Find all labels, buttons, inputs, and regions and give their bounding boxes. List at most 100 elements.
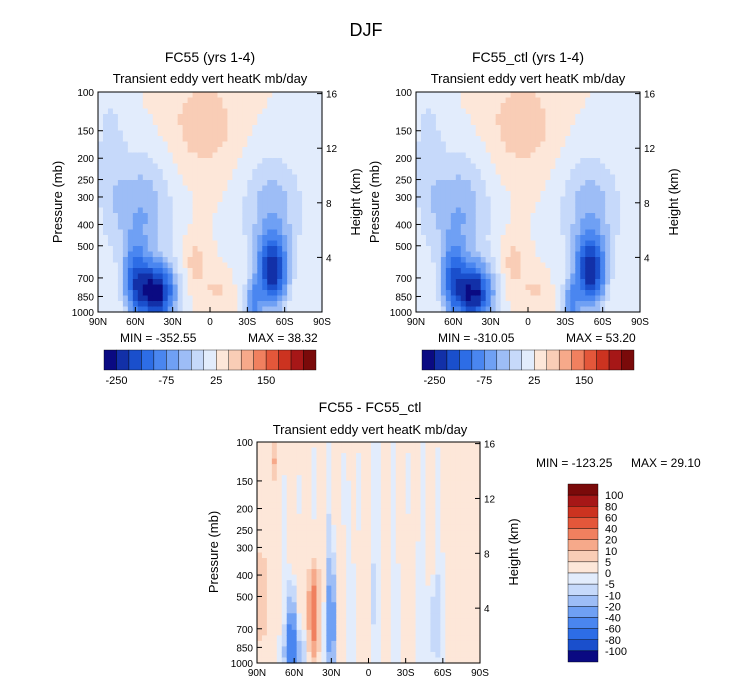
heatmap-cell [530,279,536,285]
heatmap-cell [625,180,631,186]
heatmap-cell [426,252,432,258]
heatmap-cell [138,153,144,159]
heatmap-cell [381,608,387,614]
heatmap-cell [526,235,532,241]
heatmap-cell [391,641,397,647]
heatmap-cell [113,257,119,263]
heatmap-cell [302,475,308,481]
heatmap-cell [232,224,238,230]
heatmap-cell [272,564,278,570]
heatmap-cell [193,268,199,274]
heatmap-cell [376,541,382,547]
heatmap-cell [341,519,347,525]
heatmap-cell [401,553,407,559]
heatmap-cell [208,290,214,296]
heatmap-cell [277,252,283,258]
heatmap-cell [486,147,492,153]
heatmap-cell [292,442,298,448]
heatmap-cell [595,175,601,181]
heatmap-cell [615,120,621,126]
heatmap-cell [143,180,149,186]
heatmap-cell [331,530,337,536]
heatmap-cell [158,103,164,109]
heatmap-cell [292,613,298,619]
heatmap-cell [153,285,159,291]
heatmap-cell [307,263,313,269]
heatmap-cell [341,635,347,641]
heatmap-cell [565,235,571,241]
heatmap-cell [163,202,169,208]
heatmap-cell [307,147,313,153]
heatmap-cell [491,279,497,285]
heatmap-cell [526,158,532,164]
heatmap-cell [123,120,129,126]
heatmap-cell [331,470,337,476]
colorbar-swatch [116,350,128,370]
heatmap-cell [242,296,248,302]
heatmap-cell [396,613,402,619]
heatmap-cell [401,453,407,459]
heatmap-cell [610,197,616,203]
heatmap-cell [371,459,377,465]
heatmap-cell [526,197,532,203]
heatmap-cell [227,230,233,236]
heatmap-cell [163,235,169,241]
heatmap-cell [282,158,288,164]
heatmap-cell [600,252,606,258]
heatmap-cell [292,586,298,592]
heatmap-cell [267,208,273,214]
heatmap-cell [620,268,626,274]
heatmap-cell [262,241,268,247]
heatmap-cell [441,103,447,109]
colorbar-swatch [179,350,191,370]
heatmap-cell [366,508,372,514]
heatmap-cell [521,208,527,214]
heatmap-cell [585,120,591,126]
heatmap-cell [208,296,214,302]
heatmap-cell [451,208,457,214]
heatmap-cell [98,169,104,175]
heatmap-cell [361,470,367,476]
heatmap-cell [511,230,517,236]
heatmap-cell [336,575,342,581]
heatmap-cell [222,285,228,291]
heatmap-cell [123,158,129,164]
heatmap-cell [133,219,139,225]
heatmap-cell [242,98,248,104]
heatmap-cell [287,109,293,115]
heatmap-cell [242,109,248,115]
heatmap-cell [406,591,412,597]
heatmap-cell [456,224,462,230]
heatmap-cell [595,136,601,142]
heatmap-cell [198,285,204,291]
heatmap-cell [521,92,527,98]
heatmap-cell [396,553,402,559]
heatmap-cell [252,219,258,225]
heatmap-cell [282,257,288,263]
heatmap-cell [610,109,616,115]
heatmap-cell [366,575,372,581]
heatmap-cell [376,530,382,536]
panel-fc55-title: FC55 (yrs 1-4) [165,49,255,65]
heatmap-cell [535,109,541,115]
heatmap-cell [178,208,184,214]
heatmap-cell [336,442,342,448]
heatmap-cell [118,235,124,241]
heatmap-cell [173,235,179,241]
heatmap-cell [331,619,337,625]
heatmap-cell [516,120,522,126]
heatmap-cell [312,541,318,547]
heatmap-cell [222,257,228,263]
heatmap-cell [605,142,611,148]
heatmap-cell [426,125,432,131]
heatmap-cell [133,109,139,115]
heatmap-cell [193,296,199,302]
heatmap-cell [178,169,184,175]
heatmap-cell [272,268,278,274]
heatmap-cell [545,301,551,307]
heatmap-cell [346,608,352,614]
heatmap-cell [560,131,566,137]
heatmap-cell [386,497,392,503]
heatmap-cell [476,213,482,219]
heatmap-cell [247,131,253,137]
